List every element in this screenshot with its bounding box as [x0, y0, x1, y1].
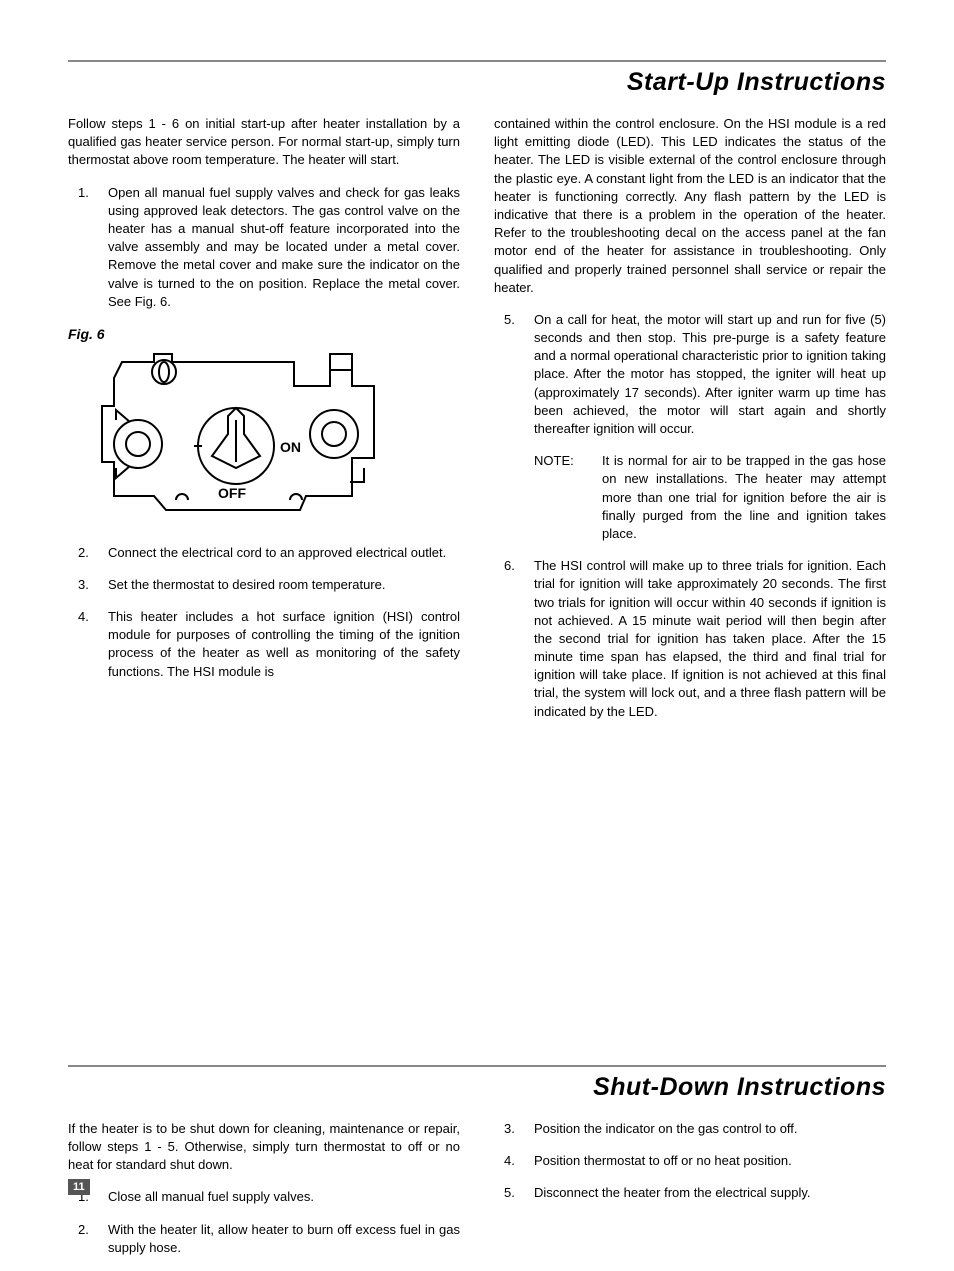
note-text: It is normal for air to be trapped in th…	[602, 453, 886, 541]
sd-step-3: 3.Position the indicator on the gas cont…	[534, 1120, 886, 1138]
section-rule	[68, 60, 886, 62]
startup-steps-left-cont: 2.Connect the electrical cord to an appr…	[68, 544, 460, 681]
startup-columns: Follow steps 1 - 6 on initial start-up a…	[68, 115, 886, 735]
step-5: 5. On a call for heat, the motor will st…	[534, 311, 886, 543]
valve-diagram-icon: ON OFF	[94, 350, 394, 520]
sd-step-2: 2.With the heater lit, allow heater to b…	[108, 1221, 460, 1257]
step-4-continuation: contained within the control enclosure. …	[494, 115, 886, 297]
step-2: 2.Connect the electrical cord to an appr…	[108, 544, 460, 562]
sd-step-1: 1.Close all manual fuel supply valves.	[108, 1188, 460, 1206]
startup-steps-right: 5. On a call for heat, the motor will st…	[494, 311, 886, 721]
shutdown-left-col: If the heater is to be shut down for cle…	[68, 1120, 460, 1271]
figure-label: Fig. 6	[68, 325, 460, 345]
off-label: OFF	[218, 485, 246, 501]
shutdown-columns: If the heater is to be shut down for cle…	[68, 1120, 886, 1271]
startup-steps-left: 1.Open all manual fuel supply valves and…	[68, 184, 460, 311]
section-rule	[68, 1065, 886, 1067]
figure-6: ON OFF	[94, 350, 460, 525]
shutdown-right-col: 3.Position the indicator on the gas cont…	[494, 1120, 886, 1271]
note-label: NOTE:	[534, 452, 574, 470]
startup-title: Start-Up Instructions	[68, 68, 886, 97]
startup-left-col: Follow steps 1 - 6 on initial start-up a…	[68, 115, 460, 735]
step-1: 1.Open all manual fuel supply valves and…	[108, 184, 460, 311]
on-label: ON	[280, 439, 301, 455]
startup-intro: Follow steps 1 - 6 on initial start-up a…	[68, 115, 460, 170]
sd-step-5: 5.Disconnect the heater from the electri…	[534, 1184, 886, 1202]
shutdown-title: Shut-Down Instructions	[68, 1073, 886, 1102]
section-spacer	[68, 735, 886, 1065]
shutdown-steps-right: 3.Position the indicator on the gas cont…	[494, 1120, 886, 1203]
sd-step-4: 4.Position thermostat to off or no heat …	[534, 1152, 886, 1170]
step-4: 4.This heater includes a hot surface ign…	[108, 608, 460, 681]
startup-right-col: contained within the control enclosure. …	[494, 115, 886, 735]
step-5-note: NOTE: It is normal for air to be trapped…	[534, 452, 886, 543]
step-3: 3.Set the thermostat to desired room tem…	[108, 576, 460, 594]
page-number: 11	[68, 1179, 90, 1195]
step-6: 6.The HSI control will make up to three …	[534, 557, 886, 721]
shutdown-intro: If the heater is to be shut down for cle…	[68, 1120, 460, 1175]
shutdown-steps-left: 1.Close all manual fuel supply valves. 2…	[68, 1188, 460, 1257]
